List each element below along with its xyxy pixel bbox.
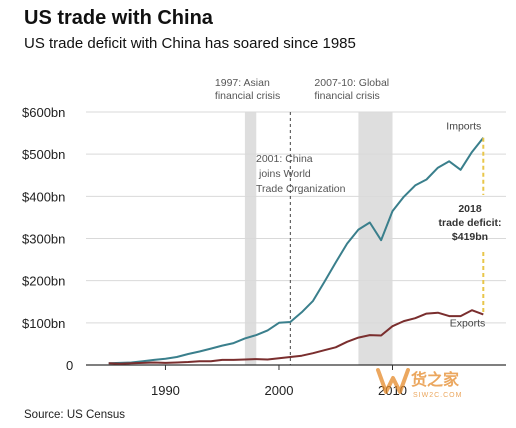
wto-event-label-line: Trade Organization (256, 183, 346, 195)
deficit-callout-line: $419bn (452, 231, 488, 243)
deficit-callout-label: 2018 trade deficit: $419bn (438, 203, 501, 243)
crisis-label-0: 1997: Asian financial crisis (215, 77, 280, 102)
y-tick-label: $500bn (22, 147, 65, 162)
wto-event-label-line: 2001: China (256, 153, 313, 165)
y-tick-label: $300bn (22, 232, 65, 247)
series-lines (108, 137, 485, 365)
y-tick-label: $200bn (22, 274, 65, 289)
x-tick-label: 2000 (265, 383, 294, 398)
series-line-imports (108, 137, 485, 365)
watermark-w-icon (376, 368, 410, 394)
y-tick-label: $100bn (22, 316, 65, 331)
watermark-text: 货之家 (411, 370, 460, 389)
watermark-url: SIW2C.COM (413, 392, 462, 399)
chart-subtitle: US trade deficit with China has soared s… (24, 35, 356, 52)
y-tick-label: 0 (66, 358, 73, 373)
deficit-callout-line: trade deficit: (438, 217, 501, 229)
wto-event-label-line: joins World (258, 168, 311, 180)
wto-event-label: 2001: China joins World Trade Organization (256, 153, 346, 195)
axes: 0 $100bn $200bn $300bn $400bn $500bn $600bn 199… (22, 105, 506, 398)
crisis-label-line: financial crisis (215, 90, 280, 102)
crisis-label-line: financial crisis (314, 90, 379, 102)
gridlines (86, 111, 506, 324)
crisis-label-line: 2007-10: Global (314, 77, 389, 89)
chart-source: Source: US Census (24, 409, 125, 421)
x-tick-label: 1990 (151, 383, 180, 398)
watermark-logo: 货之家 SIW2C.COM (376, 368, 462, 399)
series-label-imports: Imports (446, 121, 481, 133)
crisis-label-line: 1997: Asian (215, 77, 270, 89)
chart-title: US trade with China (24, 7, 214, 29)
crisis-label-1: 2007-10: Global financial crisis (314, 77, 389, 102)
deficit-callout-line: 2018 (458, 203, 482, 215)
y-tick-label: $400bn (22, 189, 65, 204)
series-label-exports: Exports (450, 317, 486, 329)
y-tick-label: $600bn (22, 105, 65, 120)
series-line-exports (108, 309, 484, 365)
